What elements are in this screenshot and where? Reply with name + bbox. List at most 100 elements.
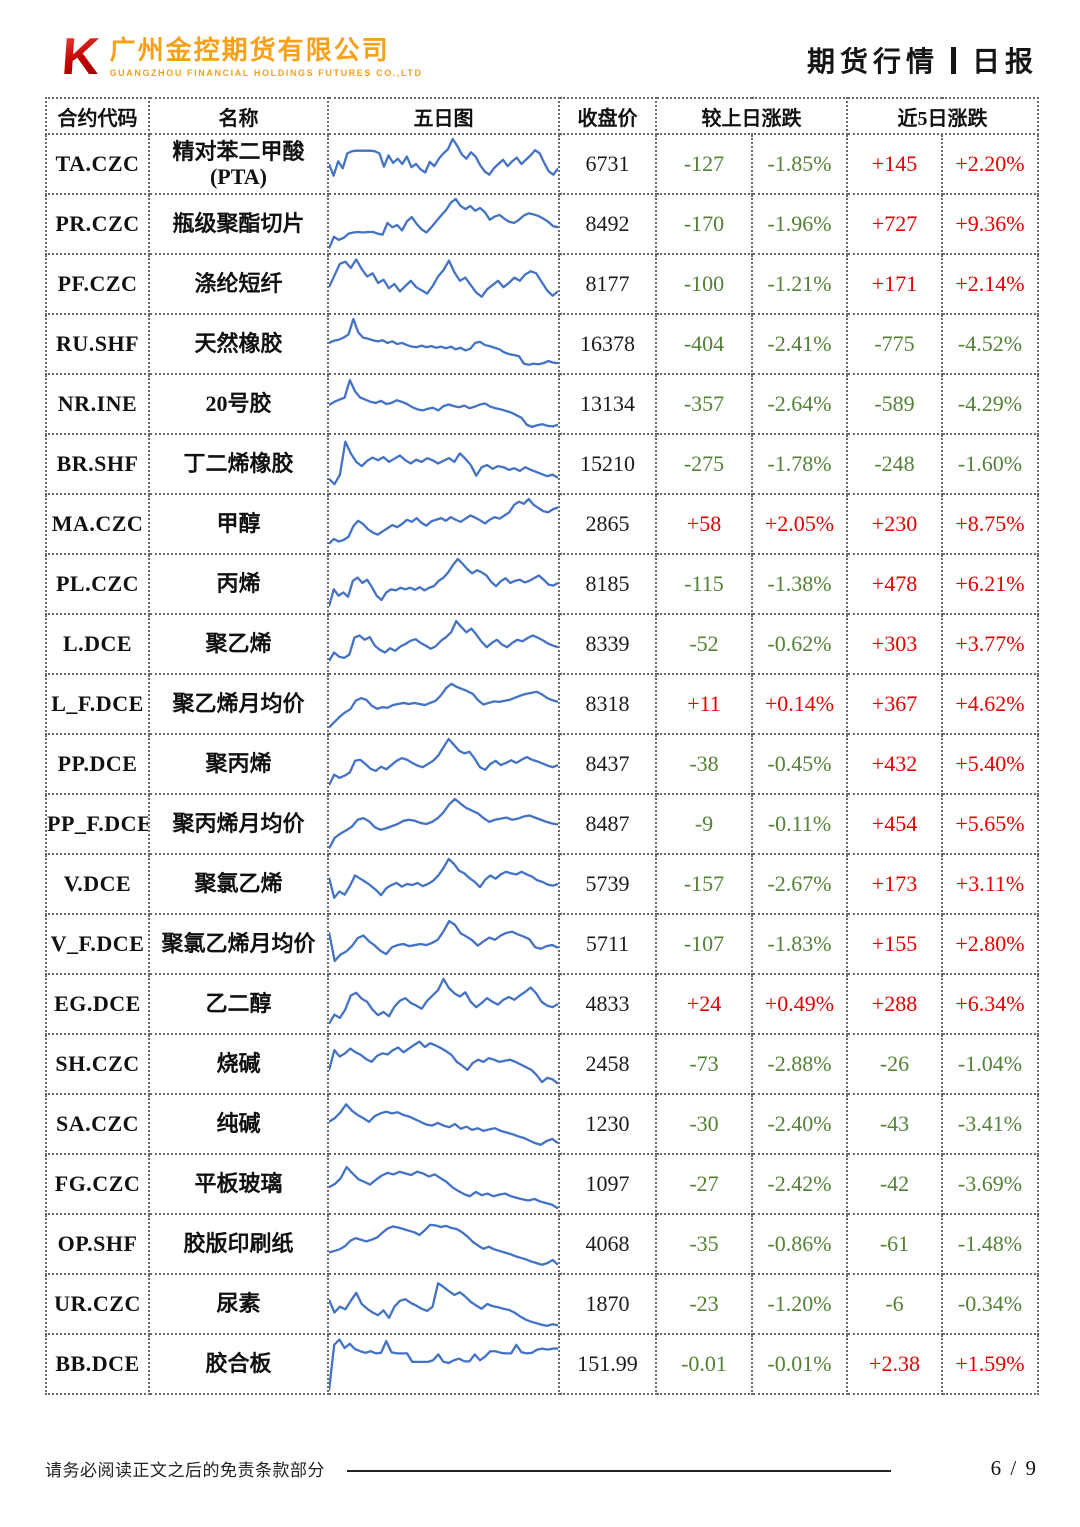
table-row: MA.CZC 甲醇 2865 +58 +2.05% +230 +8.75% — [45, 493, 1039, 555]
five-day-change: -61 — [846, 1213, 943, 1275]
sparkline-chart — [329, 196, 558, 252]
table-row: BR.SHF 丁二烯橡胶 15210 -275 -1.78% -248 -1.6… — [45, 433, 1039, 495]
day-change-pct: -0.01% — [751, 1333, 848, 1395]
five-day-change: +478 — [846, 553, 943, 615]
disclaimer-text: 请务必阅读正文之后的免责条款部分 — [45, 1461, 325, 1480]
sparkline-chart — [329, 976, 558, 1032]
day-change: -23 — [655, 1273, 753, 1335]
sparkline-chart — [329, 916, 558, 972]
day-change: -127 — [655, 133, 753, 195]
day-change-pct: -1.96% — [751, 193, 848, 255]
sparkline-chart — [329, 376, 558, 432]
five-day-chart — [327, 193, 560, 255]
five-day-change: -26 — [846, 1033, 943, 1095]
five-day-change-pct: +3.77% — [941, 613, 1039, 675]
close-price: 151.99 — [558, 1333, 657, 1395]
five-day-change: -775 — [846, 313, 943, 375]
day-change-pct: -2.64% — [751, 373, 848, 435]
close-price: 8487 — [558, 793, 657, 855]
day-change-pct: -1.20% — [751, 1273, 848, 1335]
five-day-chart — [327, 493, 560, 555]
five-day-change-pct: +8.75% — [941, 493, 1039, 555]
sparkline-chart — [329, 796, 558, 852]
five-day-chart — [327, 793, 560, 855]
day-change: +58 — [655, 493, 753, 555]
close-price: 8185 — [558, 553, 657, 615]
contract-code: V.DCE — [45, 853, 150, 915]
five-day-change: +230 — [846, 493, 943, 555]
day-change: -100 — [655, 253, 753, 315]
contract-code: PP_F.DCE — [45, 793, 150, 855]
close-price: 5711 — [558, 913, 657, 975]
contract-name: 烧碱 — [148, 1033, 329, 1095]
five-day-change-pct: -1.48% — [941, 1213, 1039, 1275]
five-day-chart — [327, 1093, 560, 1155]
table-row: FG.CZC 平板玻璃 1097 -27 -2.42% -42 -3.69% — [45, 1153, 1039, 1215]
five-day-change-pct: +6.34% — [941, 973, 1039, 1035]
company-name-en: GUANGZHOU FINANCIAL HOLDINGS FUTURES CO.… — [109, 68, 423, 78]
five-day-change-pct: +5.40% — [941, 733, 1039, 795]
page-number: 6 / 9 — [990, 1456, 1038, 1480]
contract-name: 平板玻璃 — [148, 1153, 329, 1215]
five-day-chart — [327, 913, 560, 975]
contract-code: PL.CZC — [45, 553, 150, 615]
sparkline-chart — [329, 256, 558, 312]
table-row: NR.INE 20号胶 13134 -357 -2.64% -589 -4.29… — [45, 373, 1039, 435]
day-change: -275 — [655, 433, 753, 495]
five-day-change-pct: -1.60% — [941, 433, 1039, 495]
five-day-change-pct: +2.20% — [941, 133, 1039, 195]
five-day-chart — [327, 733, 560, 795]
contract-name: 胶版印刷纸 — [148, 1213, 329, 1275]
day-change: -73 — [655, 1033, 753, 1095]
day-change-pct: -1.85% — [751, 133, 848, 195]
five-day-change: +288 — [846, 973, 943, 1035]
report-title-text: 期货行情 — [806, 47, 939, 78]
five-day-chart — [327, 1213, 560, 1275]
contract-name: 聚丙烯月均价 — [148, 793, 329, 855]
close-price: 8339 — [558, 613, 657, 675]
day-change-pct: -0.11% — [751, 793, 848, 855]
company-brand: K 广州金控期货有限公司 GUANGZHOU FINANCIAL HOLDING… — [60, 28, 423, 86]
contract-name: 纯碱 — [148, 1093, 329, 1155]
day-change: +24 — [655, 973, 753, 1035]
five-day-change: +171 — [846, 253, 943, 315]
five-day-change-pct: -0.34% — [941, 1273, 1039, 1335]
day-change: -30 — [655, 1093, 753, 1155]
header-five-day-chart: 五日图 — [327, 97, 560, 135]
day-change: -0.01 — [655, 1333, 753, 1395]
sparkline-chart — [329, 1096, 558, 1152]
table-row: RU.SHF 天然橡胶 16378 -404 -2.41% -775 -4.52… — [45, 313, 1039, 375]
sparkline-chart — [329, 736, 558, 792]
day-change-pct: -1.83% — [751, 913, 848, 975]
contract-code: MA.CZC — [45, 493, 150, 555]
day-change-pct: -1.21% — [751, 253, 848, 315]
contract-code: TA.CZC — [45, 133, 150, 195]
contract-name: 瓶级聚酯切片 — [148, 193, 329, 255]
table-row: UR.CZC 尿素 1870 -23 -1.20% -6 -0.34% — [45, 1273, 1039, 1335]
table-row: BB.DCE 胶合板 151.99 -0.01 -0.01% +2.38 +1.… — [45, 1333, 1039, 1395]
five-day-change-pct: +3.11% — [941, 853, 1039, 915]
header-five-day-change: 近5日涨跌 — [846, 97, 1039, 135]
day-change: -52 — [655, 613, 753, 675]
table-row: TA.CZC 精对苯二甲酸 (PTA) 6731 -127 -1.85% +14… — [45, 133, 1039, 195]
contract-code: NR.INE — [45, 373, 150, 435]
close-price: 8437 — [558, 733, 657, 795]
contract-code: BR.SHF — [45, 433, 150, 495]
sparkline-chart — [329, 136, 558, 192]
contract-name: 聚丙烯 — [148, 733, 329, 795]
contract-name: 甲醇 — [148, 493, 329, 555]
footer-divider-line — [347, 1469, 891, 1472]
five-day-chart — [327, 1273, 560, 1335]
close-price: 1870 — [558, 1273, 657, 1335]
table-row: PR.CZC 瓶级聚酯切片 8492 -170 -1.96% +727 +9.3… — [45, 193, 1039, 255]
five-day-change-pct: -3.41% — [941, 1093, 1039, 1155]
contract-code: PP.DCE — [45, 733, 150, 795]
five-day-chart — [327, 253, 560, 315]
table-row: PF.CZC 涤纶短纤 8177 -100 -1.21% +171 +2.14% — [45, 253, 1039, 315]
contract-code: PF.CZC — [45, 253, 150, 315]
day-change: -38 — [655, 733, 753, 795]
sparkline-chart — [329, 556, 558, 612]
five-day-change: +432 — [846, 733, 943, 795]
five-day-change-pct: -4.52% — [941, 313, 1039, 375]
close-price: 4068 — [558, 1213, 657, 1275]
